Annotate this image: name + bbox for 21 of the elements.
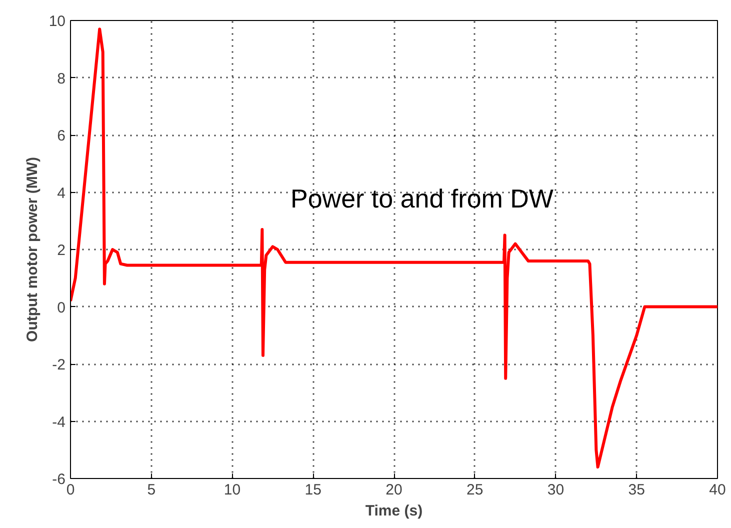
- y-tick-label: 10: [48, 13, 66, 30]
- y-tick-label: 6: [57, 128, 66, 144]
- x-tick-label: 35: [628, 482, 645, 498]
- y-tick-label: 8: [57, 70, 66, 88]
- x-tick-label: 30: [547, 482, 564, 498]
- x-tick-label: 15: [304, 482, 322, 498]
- x-tick-label: 10: [224, 482, 241, 498]
- x-tick-label: 5: [147, 482, 156, 498]
- y-tick-label: -2: [52, 356, 66, 374]
- x-tick-label: 25: [466, 482, 484, 498]
- y-tick-label: 2: [57, 242, 66, 259]
- y-tick-label: -4: [52, 414, 66, 431]
- x-tick-label: 40: [709, 482, 726, 498]
- y-tick-label: -6: [52, 471, 66, 488]
- x-tick-label: 20: [386, 482, 402, 498]
- y-tick-label: 4: [57, 184, 66, 202]
- y-tick-label: 0: [57, 299, 66, 316]
- annotation: Power to and from DW: [290, 184, 554, 214]
- y-axis-title: Output motor power (MW): [24, 157, 41, 342]
- x-axis-title: Time (s): [365, 502, 423, 520]
- line-series: [70, 28, 718, 469]
